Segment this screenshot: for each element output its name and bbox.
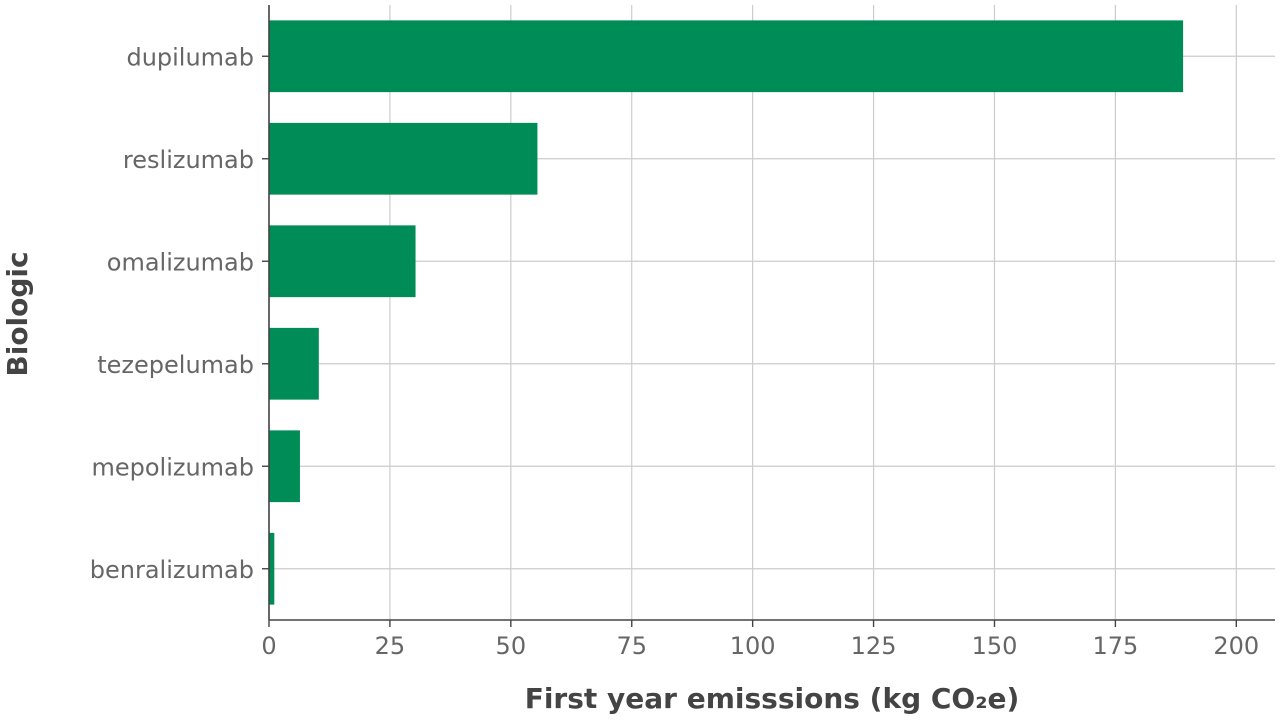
bar-reslizumab <box>269 122 538 195</box>
x-tick-label: 0 <box>261 632 276 660</box>
x-tick-label: 25 <box>375 632 406 660</box>
bar-mepolizumab <box>269 430 300 503</box>
y-tick-label: mepolizumab <box>91 453 254 481</box>
x-tick-label: 50 <box>496 632 527 660</box>
ticks-layer: 0 25 50 75 100 125 150 175 200 dupilumab reslizuma… <box>90 43 1259 660</box>
axes-layer <box>268 5 1275 621</box>
y-tick-label: dupilumab <box>126 43 254 71</box>
x-tick-label: 200 <box>1213 632 1259 660</box>
x-tick-label: 100 <box>730 632 776 660</box>
x-tick-label: 150 <box>972 632 1018 660</box>
y-tick-label: omalizumab <box>107 248 254 276</box>
x-tick-label: 125 <box>851 632 897 660</box>
bars-layer <box>269 20 1184 605</box>
x-tick-label: 175 <box>1092 632 1138 660</box>
bar-tezepelumab <box>269 327 319 400</box>
bar-omalizumab <box>269 225 416 298</box>
x-tick-label: 75 <box>616 632 647 660</box>
y-axis-title: Biologic <box>1 251 34 376</box>
y-tick-label: benralizumab <box>90 556 254 584</box>
y-tick-label: reslizumab <box>123 146 254 174</box>
bar-dupilumab <box>269 20 1184 93</box>
x-axis-title: First year emisssions (kg CO₂e) <box>525 682 1020 715</box>
y-tick-label: tezepelumab <box>97 351 254 379</box>
grid-layer <box>262 5 1275 627</box>
bar-benralizumab <box>269 532 275 605</box>
